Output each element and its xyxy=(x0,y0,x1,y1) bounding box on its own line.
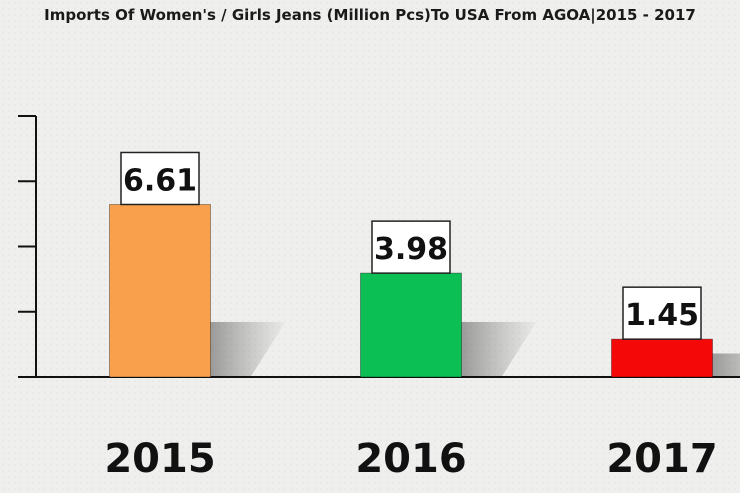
data-label-box xyxy=(622,286,702,340)
data-label-box xyxy=(371,220,451,274)
bar-shadow xyxy=(712,353,740,377)
bar-2015 xyxy=(109,203,211,378)
x-tick-label: 2016 xyxy=(355,436,466,482)
data-label: 6.61 xyxy=(123,163,197,198)
bar-shadow xyxy=(210,322,286,377)
data-label: 1.45 xyxy=(625,298,699,333)
data-label: 3.98 xyxy=(374,232,448,267)
x-tick-label: 2015 xyxy=(104,436,215,482)
bar-shadow xyxy=(461,322,537,377)
chart-title: Imports Of Women's / Girls Jeans (Millio… xyxy=(44,6,696,24)
data-label-box xyxy=(120,151,200,206)
bar-2017 xyxy=(611,338,713,378)
bar-2016 xyxy=(360,272,462,378)
x-tick-label: 2017 xyxy=(606,436,717,482)
